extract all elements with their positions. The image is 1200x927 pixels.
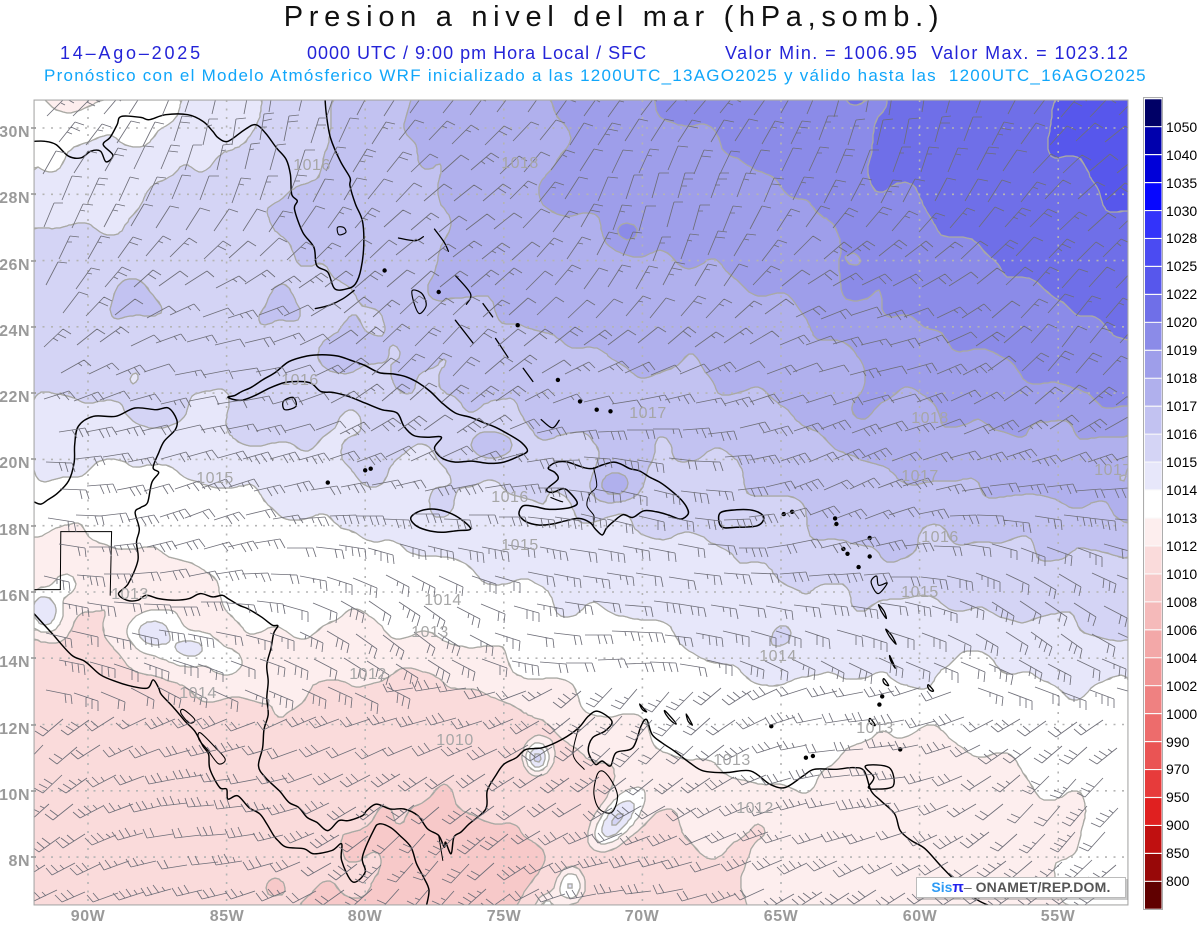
svg-text:8N: 8N	[9, 853, 30, 870]
svg-text:1030: 1030	[1166, 203, 1197, 219]
svg-text:1028: 1028	[1166, 230, 1197, 246]
svg-text:16N: 16N	[0, 588, 30, 605]
svg-text:28N: 28N	[0, 190, 30, 207]
svg-text:1018: 1018	[501, 155, 539, 172]
svg-text:1015: 1015	[501, 537, 539, 554]
svg-text:970: 970	[1166, 761, 1190, 777]
svg-text:1017: 1017	[1166, 398, 1197, 414]
svg-text:1020: 1020	[1166, 314, 1197, 330]
svg-text:1015: 1015	[1166, 454, 1197, 470]
svg-text:1017: 1017	[901, 468, 939, 485]
svg-text:30N: 30N	[0, 124, 30, 141]
svg-text:1014: 1014	[1166, 482, 1197, 498]
svg-text:900: 900	[1166, 817, 1190, 833]
svg-text:850: 850	[1166, 845, 1190, 861]
svg-text:1035: 1035	[1166, 175, 1197, 191]
svg-text:1040: 1040	[1166, 147, 1197, 163]
svg-text:1018: 1018	[1166, 370, 1197, 386]
svg-text:1013: 1013	[856, 720, 894, 737]
svg-text:14N: 14N	[0, 654, 30, 671]
svg-text:1018: 1018	[911, 410, 949, 427]
svg-text:1000: 1000	[1166, 706, 1197, 722]
svg-text:1002: 1002	[1166, 678, 1197, 694]
svg-text:1014: 1014	[424, 592, 462, 609]
svg-text:1016: 1016	[491, 489, 529, 506]
svg-text:24N: 24N	[0, 323, 30, 340]
svg-text:1017: 1017	[1094, 462, 1132, 479]
svg-text:90W: 90W	[71, 908, 106, 925]
svg-text:75W: 75W	[487, 908, 522, 925]
svg-text:1014: 1014	[759, 648, 797, 665]
svg-text:1012: 1012	[736, 800, 774, 817]
svg-text:950: 950	[1166, 789, 1190, 805]
svg-text:10N: 10N	[0, 787, 30, 804]
svg-text:1010: 1010	[1166, 566, 1197, 582]
svg-text:1012: 1012	[349, 666, 387, 683]
svg-text:1013: 1013	[713, 752, 751, 769]
svg-text:1014: 1014	[179, 685, 217, 702]
svg-text:1015: 1015	[196, 470, 234, 487]
svg-text:55W: 55W	[1041, 908, 1076, 925]
svg-text:1019: 1019	[1166, 342, 1197, 358]
svg-text:1013: 1013	[1166, 510, 1197, 526]
svg-text:1013: 1013	[111, 586, 149, 603]
svg-text:12N: 12N	[0, 721, 30, 738]
svg-text:20N: 20N	[0, 455, 30, 472]
svg-text:990: 990	[1166, 734, 1190, 750]
svg-text:1017: 1017	[629, 405, 667, 422]
svg-text:22N: 22N	[0, 389, 30, 406]
svg-text:60W: 60W	[903, 908, 938, 925]
svg-text:1010: 1010	[436, 732, 474, 749]
svg-text:1016: 1016	[1166, 426, 1197, 442]
svg-text:18N: 18N	[0, 522, 30, 539]
svg-text:1022: 1022	[1166, 286, 1197, 302]
svg-text:65W: 65W	[764, 908, 799, 925]
svg-text:80W: 80W	[348, 908, 383, 925]
svg-text:1016: 1016	[293, 157, 331, 174]
svg-text:1025: 1025	[1166, 258, 1197, 274]
svg-text:1013: 1013	[411, 624, 449, 641]
svg-text:800: 800	[1166, 873, 1190, 889]
svg-text:1004: 1004	[1166, 650, 1197, 666]
svg-text:26N: 26N	[0, 257, 30, 274]
svg-text:85W: 85W	[210, 908, 245, 925]
svg-text:1012: 1012	[1166, 538, 1197, 554]
svg-text:1016: 1016	[921, 529, 959, 546]
svg-text:1008: 1008	[1166, 594, 1197, 610]
svg-text:1015: 1015	[901, 584, 939, 601]
svg-text:1016: 1016	[281, 372, 319, 389]
svg-text:1006: 1006	[1166, 622, 1197, 638]
svg-text:1050: 1050	[1166, 119, 1197, 135]
svg-text:70W: 70W	[625, 908, 660, 925]
